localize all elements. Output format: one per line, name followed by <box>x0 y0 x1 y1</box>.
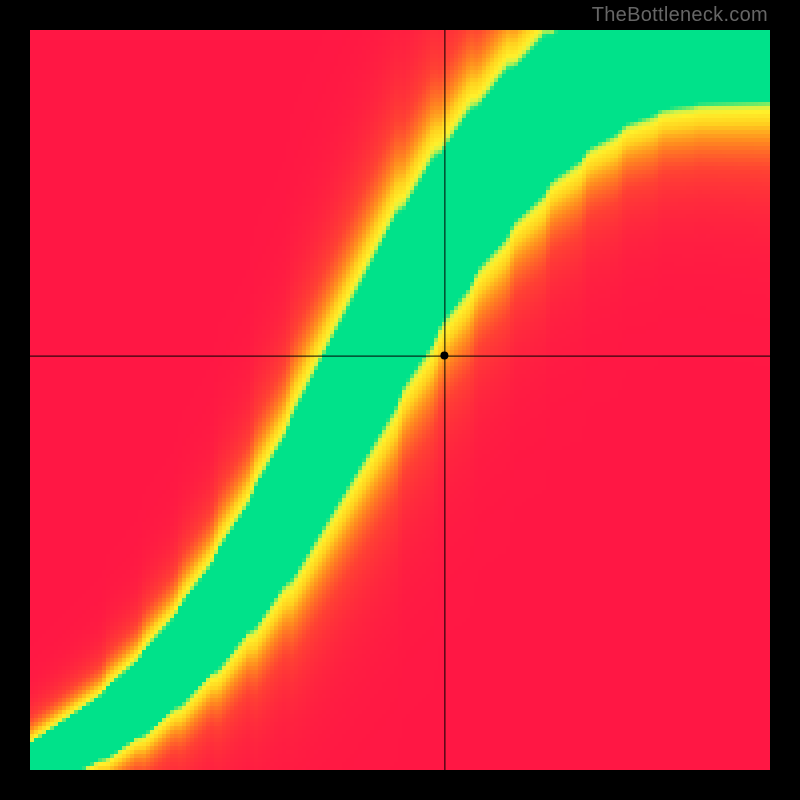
bottleneck-heatmap <box>0 0 800 800</box>
watermark-label: TheBottleneck.com <box>592 4 768 27</box>
